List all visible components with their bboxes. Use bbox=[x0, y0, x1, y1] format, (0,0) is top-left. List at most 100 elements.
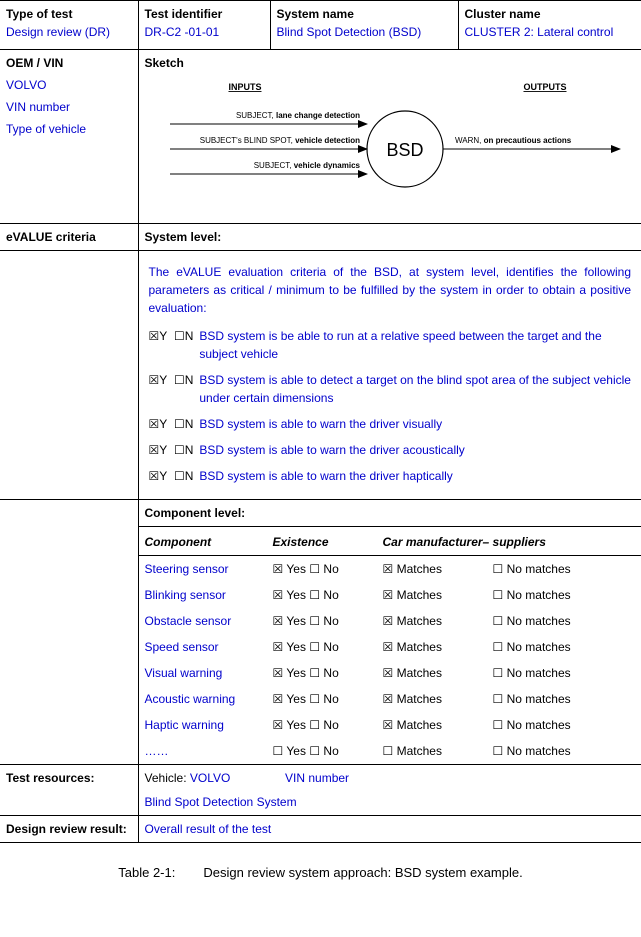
table-row: Acoustic warning☒ Yes ☐ No☒ Matches☐ No … bbox=[139, 686, 641, 712]
checkbox-no-icon[interactable]: ☐ bbox=[309, 588, 320, 602]
checkbox-no-icon[interactable]: ☐ bbox=[174, 329, 185, 343]
design-review-result-value: Overall result of the test bbox=[145, 822, 272, 836]
comp-col-suppliers: Car manufacturer– suppliers bbox=[377, 529, 641, 556]
checkbox-matches-icon[interactable]: ☒ bbox=[383, 588, 394, 602]
checkbox-no-icon[interactable]: ☐ bbox=[309, 640, 320, 654]
criteria-item: ☒Y ☐N BSD system is able to warn the dri… bbox=[149, 441, 632, 459]
checkbox-matches-icon[interactable]: ☒ bbox=[383, 614, 394, 628]
checkbox-yes-icon[interactable]: ☒ bbox=[149, 329, 160, 343]
svg-text:SUBJECT, vehicle dynamics: SUBJECT, vehicle dynamics bbox=[253, 161, 360, 170]
matches-cell: ☒ Matches bbox=[377, 556, 487, 583]
checkbox-matches-icon[interactable]: ☒ bbox=[383, 718, 394, 732]
system-name-label: System name bbox=[277, 7, 452, 21]
existence-cell: ☒ Yes ☐ No bbox=[267, 634, 377, 660]
checkbox-nomatches-icon[interactable]: ☐ bbox=[493, 562, 504, 576]
checkbox-yes-icon[interactable]: ☒ bbox=[273, 718, 284, 732]
checkbox-no-icon[interactable]: ☐ bbox=[309, 666, 320, 680]
checkbox-nomatches-icon[interactable]: ☐ bbox=[493, 718, 504, 732]
system-name-value: Blind Spot Detection (BSD) bbox=[277, 25, 452, 39]
checkbox-yes-icon[interactable]: ☒ bbox=[149, 417, 160, 431]
checkbox-yes-icon[interactable]: ☒ bbox=[273, 588, 284, 602]
criteria-item: ☒Y ☐N BSD system is able to warn the dri… bbox=[149, 467, 632, 485]
checkbox-yes-icon[interactable]: ☒ bbox=[273, 614, 284, 628]
checkbox-yes-icon[interactable]: ☒ bbox=[149, 373, 160, 387]
criteria-intro: The eVALUE evaluation criteria of the BS… bbox=[149, 263, 632, 317]
checkbox-no-icon[interactable]: ☐ bbox=[309, 692, 320, 706]
vin-value: VIN number bbox=[285, 771, 349, 785]
matches-cell: ☒ Matches bbox=[377, 634, 487, 660]
criteria-item-text: BSD system is able to warn the driver vi… bbox=[199, 415, 631, 433]
type-of-test-label: Type of test bbox=[6, 7, 132, 21]
existence-cell: ☒ Yes ☐ No bbox=[267, 712, 377, 738]
checkbox-yes-icon[interactable]: ☒ bbox=[149, 469, 160, 483]
existence-cell: ☒ Yes ☐ No bbox=[267, 582, 377, 608]
criteria-item-text: BSD system is be able to run at a relati… bbox=[199, 327, 631, 363]
checkbox-no-icon[interactable]: ☐ bbox=[174, 443, 185, 457]
matches-cell: ☒ Matches bbox=[377, 686, 487, 712]
svg-text:SUBJECT, lane change detection: SUBJECT, lane change detection bbox=[235, 111, 359, 120]
comp-col-component: Component bbox=[139, 529, 267, 556]
svg-text:WARN, on precautious actions: WARN, on precautious actions bbox=[455, 136, 572, 145]
criteria-list: ☒Y ☐N BSD system is be able to run at a … bbox=[149, 327, 632, 485]
resource-system: Blind Spot Detection System bbox=[145, 795, 636, 809]
checkbox-no-icon[interactable]: ☐ bbox=[309, 744, 320, 758]
checkbox-yes-icon[interactable]: ☒ bbox=[273, 562, 284, 576]
no-matches-cell: ☐ No matches bbox=[487, 608, 641, 634]
test-identifier-label: Test identifier bbox=[145, 7, 264, 21]
checkbox-matches-icon[interactable]: ☐ bbox=[383, 744, 394, 758]
checkbox-nomatches-icon[interactable]: ☐ bbox=[493, 692, 504, 706]
matches-cell: ☒ Matches bbox=[377, 660, 487, 686]
checkbox-nomatches-icon[interactable]: ☐ bbox=[493, 640, 504, 654]
checkbox-yes-icon[interactable]: ☒ bbox=[273, 640, 284, 654]
checkbox-nomatches-icon[interactable]: ☐ bbox=[493, 588, 504, 602]
checkbox-matches-icon[interactable]: ☒ bbox=[383, 666, 394, 680]
checkbox-no-icon[interactable]: ☐ bbox=[174, 417, 185, 431]
no-matches-cell: ☐ No matches bbox=[487, 634, 641, 660]
checkbox-yes-icon[interactable]: ☒ bbox=[273, 666, 284, 680]
component-name: Visual warning bbox=[139, 660, 267, 686]
checkbox-nomatches-icon[interactable]: ☐ bbox=[493, 614, 504, 628]
component-name: …… bbox=[139, 738, 267, 764]
checkbox-yes-icon[interactable]: ☐ bbox=[273, 744, 284, 758]
cluster-name-value: CLUSTER 2: Lateral control bbox=[465, 25, 636, 39]
checkbox-matches-icon[interactable]: ☒ bbox=[383, 640, 394, 654]
checkbox-nomatches-icon[interactable]: ☐ bbox=[493, 744, 504, 758]
component-name: Haptic warning bbox=[139, 712, 267, 738]
existence-cell: ☒ Yes ☐ No bbox=[267, 660, 377, 686]
existence-cell: ☒ Yes ☐ No bbox=[267, 556, 377, 583]
matches-cell: ☒ Matches bbox=[377, 608, 487, 634]
table-row: Visual warning☒ Yes ☐ No☒ Matches☐ No ma… bbox=[139, 660, 641, 686]
matches-cell: ☒ Matches bbox=[377, 712, 487, 738]
no-matches-cell: ☐ No matches bbox=[487, 582, 641, 608]
table-row: Steering sensor☒ Yes ☐ No☒ Matches☐ No m… bbox=[139, 556, 641, 583]
criteria-item: ☒Y ☐N BSD system is able to warn the dri… bbox=[149, 415, 632, 433]
no-matches-cell: ☐ No matches bbox=[487, 738, 641, 764]
checkbox-no-icon[interactable]: ☐ bbox=[174, 373, 185, 387]
matches-cell: ☐ Matches bbox=[377, 738, 487, 764]
checkbox-no-icon[interactable]: ☐ bbox=[174, 469, 185, 483]
no-matches-cell: ☐ No matches bbox=[487, 712, 641, 738]
table-row: ……☐ Yes ☐ No☐ Matches☐ No matches bbox=[139, 738, 641, 764]
evalue-criteria-label: eVALUE criteria bbox=[6, 230, 96, 244]
checkbox-matches-icon[interactable]: ☒ bbox=[383, 562, 394, 576]
checkbox-yes-icon[interactable]: ☒ bbox=[149, 443, 160, 457]
sketch-node-label: BSD bbox=[386, 140, 423, 160]
criteria-item: ☒Y ☐N BSD system is be able to run at a … bbox=[149, 327, 632, 363]
component-name: Acoustic warning bbox=[139, 686, 267, 712]
svg-text:SUBJECT's BLIND SPOT, vehicle: SUBJECT's BLIND SPOT, vehicle detection bbox=[199, 136, 359, 145]
checkbox-no-icon[interactable]: ☐ bbox=[309, 562, 320, 576]
checkbox-no-icon[interactable]: ☐ bbox=[309, 718, 320, 732]
no-matches-cell: ☐ No matches bbox=[487, 686, 641, 712]
component-table: Component Existence Car manufacturer– su… bbox=[139, 529, 641, 764]
criteria-item-text: BSD system is able to warn the driver ac… bbox=[199, 441, 631, 459]
checkbox-nomatches-icon[interactable]: ☐ bbox=[493, 666, 504, 680]
component-name: Steering sensor bbox=[139, 556, 267, 583]
criteria-item-text: BSD system is able to detect a target on… bbox=[199, 371, 631, 407]
checkbox-yes-icon[interactable]: ☒ bbox=[273, 692, 284, 706]
existence-cell: ☒ Yes ☐ No bbox=[267, 608, 377, 634]
checkbox-no-icon[interactable]: ☐ bbox=[309, 614, 320, 628]
table-row: Haptic warning☒ Yes ☐ No☒ Matches☐ No ma… bbox=[139, 712, 641, 738]
existence-cell: ☒ Yes ☐ No bbox=[267, 686, 377, 712]
checkbox-matches-icon[interactable]: ☒ bbox=[383, 692, 394, 706]
table-row: Blinking sensor☒ Yes ☐ No☒ Matches☐ No m… bbox=[139, 582, 641, 608]
